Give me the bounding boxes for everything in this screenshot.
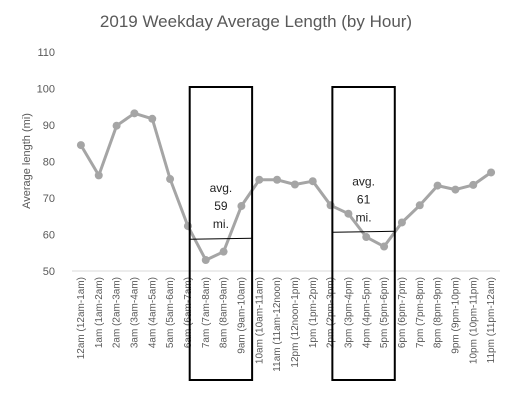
- x-tick-label: 12am (12am-1am): [76, 277, 87, 359]
- y-tick-label: 50: [43, 266, 55, 278]
- y-tick-label: 60: [43, 230, 55, 242]
- data-point: [183, 222, 192, 231]
- data-point: [415, 201, 424, 210]
- x-tick-label: 9pm (9pm-10pm): [450, 277, 461, 354]
- y-tick-label: 100: [37, 84, 55, 96]
- data-point: [237, 202, 246, 211]
- data-point: [487, 168, 496, 177]
- x-tick-label: 3pm (3pm-4pm): [343, 277, 354, 348]
- x-tick-label: 2pm (2pm-3pm): [326, 277, 337, 348]
- data-point: [76, 141, 85, 150]
- x-tick-label: 1pm (1pm-2pm): [308, 277, 319, 348]
- y-axis-ticks: 50 60 70 80 90 100 110: [37, 47, 55, 278]
- x-tick-label: 10am (10am-11am): [254, 277, 265, 364]
- data-point: [308, 177, 317, 186]
- data-point: [290, 180, 299, 189]
- data-point: [451, 185, 460, 194]
- data-points: [76, 109, 496, 265]
- data-point: [255, 175, 264, 184]
- data-point: [344, 209, 353, 218]
- data-point: [148, 114, 157, 123]
- highlight-box: [331, 86, 396, 381]
- x-tick-label: 6pm (6pm-7pm): [397, 277, 408, 348]
- series-line: [79, 111, 492, 262]
- x-tick-label: 4pm (4pm-5pm): [361, 277, 372, 348]
- x-tick-label: 12pm (12noon-1pm): [290, 277, 301, 368]
- x-tick-label: 10pm (10pm-11pm): [468, 277, 479, 364]
- highlight-box: [188, 86, 254, 381]
- x-tick-label: 4am (4am-5am): [147, 277, 158, 348]
- data-point: [380, 242, 389, 251]
- x-tick-label: 11am (11am-12noon): [272, 277, 283, 372]
- annotation-text: 59: [214, 199, 228, 213]
- annotation-text: mi.: [356, 210, 372, 224]
- x-tick-label: 5am (5am-6am): [165, 277, 176, 348]
- data-point: [273, 175, 282, 184]
- annotations: avg. 59 mi. avg. 61 mi.: [188, 86, 396, 381]
- x-tick-label: 11pm (11pm-12am): [486, 277, 497, 363]
- annotation-text: avg.: [210, 181, 233, 195]
- x-tick-label: 3am (3am-4am): [129, 277, 140, 348]
- annotation-text: 61: [357, 192, 371, 206]
- data-point: [166, 175, 175, 184]
- data-point: [201, 256, 210, 265]
- data-point: [397, 218, 406, 227]
- y-tick-label: 70: [43, 193, 55, 205]
- x-tick-label: 8am (8am-9am): [219, 277, 230, 348]
- annotation-text: avg.: [352, 174, 375, 188]
- x-tick-label: 1am (1am-2am): [94, 277, 105, 348]
- x-tick-label: 7am (7am-8am): [201, 277, 212, 348]
- data-point: [112, 121, 121, 130]
- data-point: [362, 233, 371, 242]
- x-tick-label: 2am (2am-3am): [112, 277, 123, 348]
- x-tick-label: 9am (9am-10am): [236, 277, 247, 354]
- y-axis-label: Average length (mi): [21, 113, 33, 209]
- annotation-text: mi.: [213, 217, 229, 231]
- average-line: [189, 237, 253, 240]
- data-point: [94, 171, 103, 180]
- data-point: [469, 180, 478, 189]
- average-line: [332, 230, 395, 233]
- data-point: [219, 247, 228, 256]
- data-point: [433, 181, 442, 190]
- data-point: [130, 109, 139, 118]
- chart-title: 2019 Weekday Average Length (by Hour): [100, 12, 412, 31]
- x-tick-label: 8pm (8pm-9pm): [433, 277, 444, 348]
- data-point: [326, 201, 335, 210]
- y-tick-label: 110: [37, 47, 55, 59]
- y-tick-label: 80: [43, 157, 55, 169]
- y-tick-label: 90: [43, 120, 55, 132]
- x-tick-label: 5pm (5pm-6pm): [379, 277, 390, 348]
- x-tick-label: 7pm (7pm-8pm): [415, 277, 426, 348]
- x-tick-label: 6am (6am-7am): [183, 277, 194, 348]
- x-axis-ticks: 12am (12am-1am) 1am (1am-2am) 2am (2am-3am…: [76, 277, 497, 372]
